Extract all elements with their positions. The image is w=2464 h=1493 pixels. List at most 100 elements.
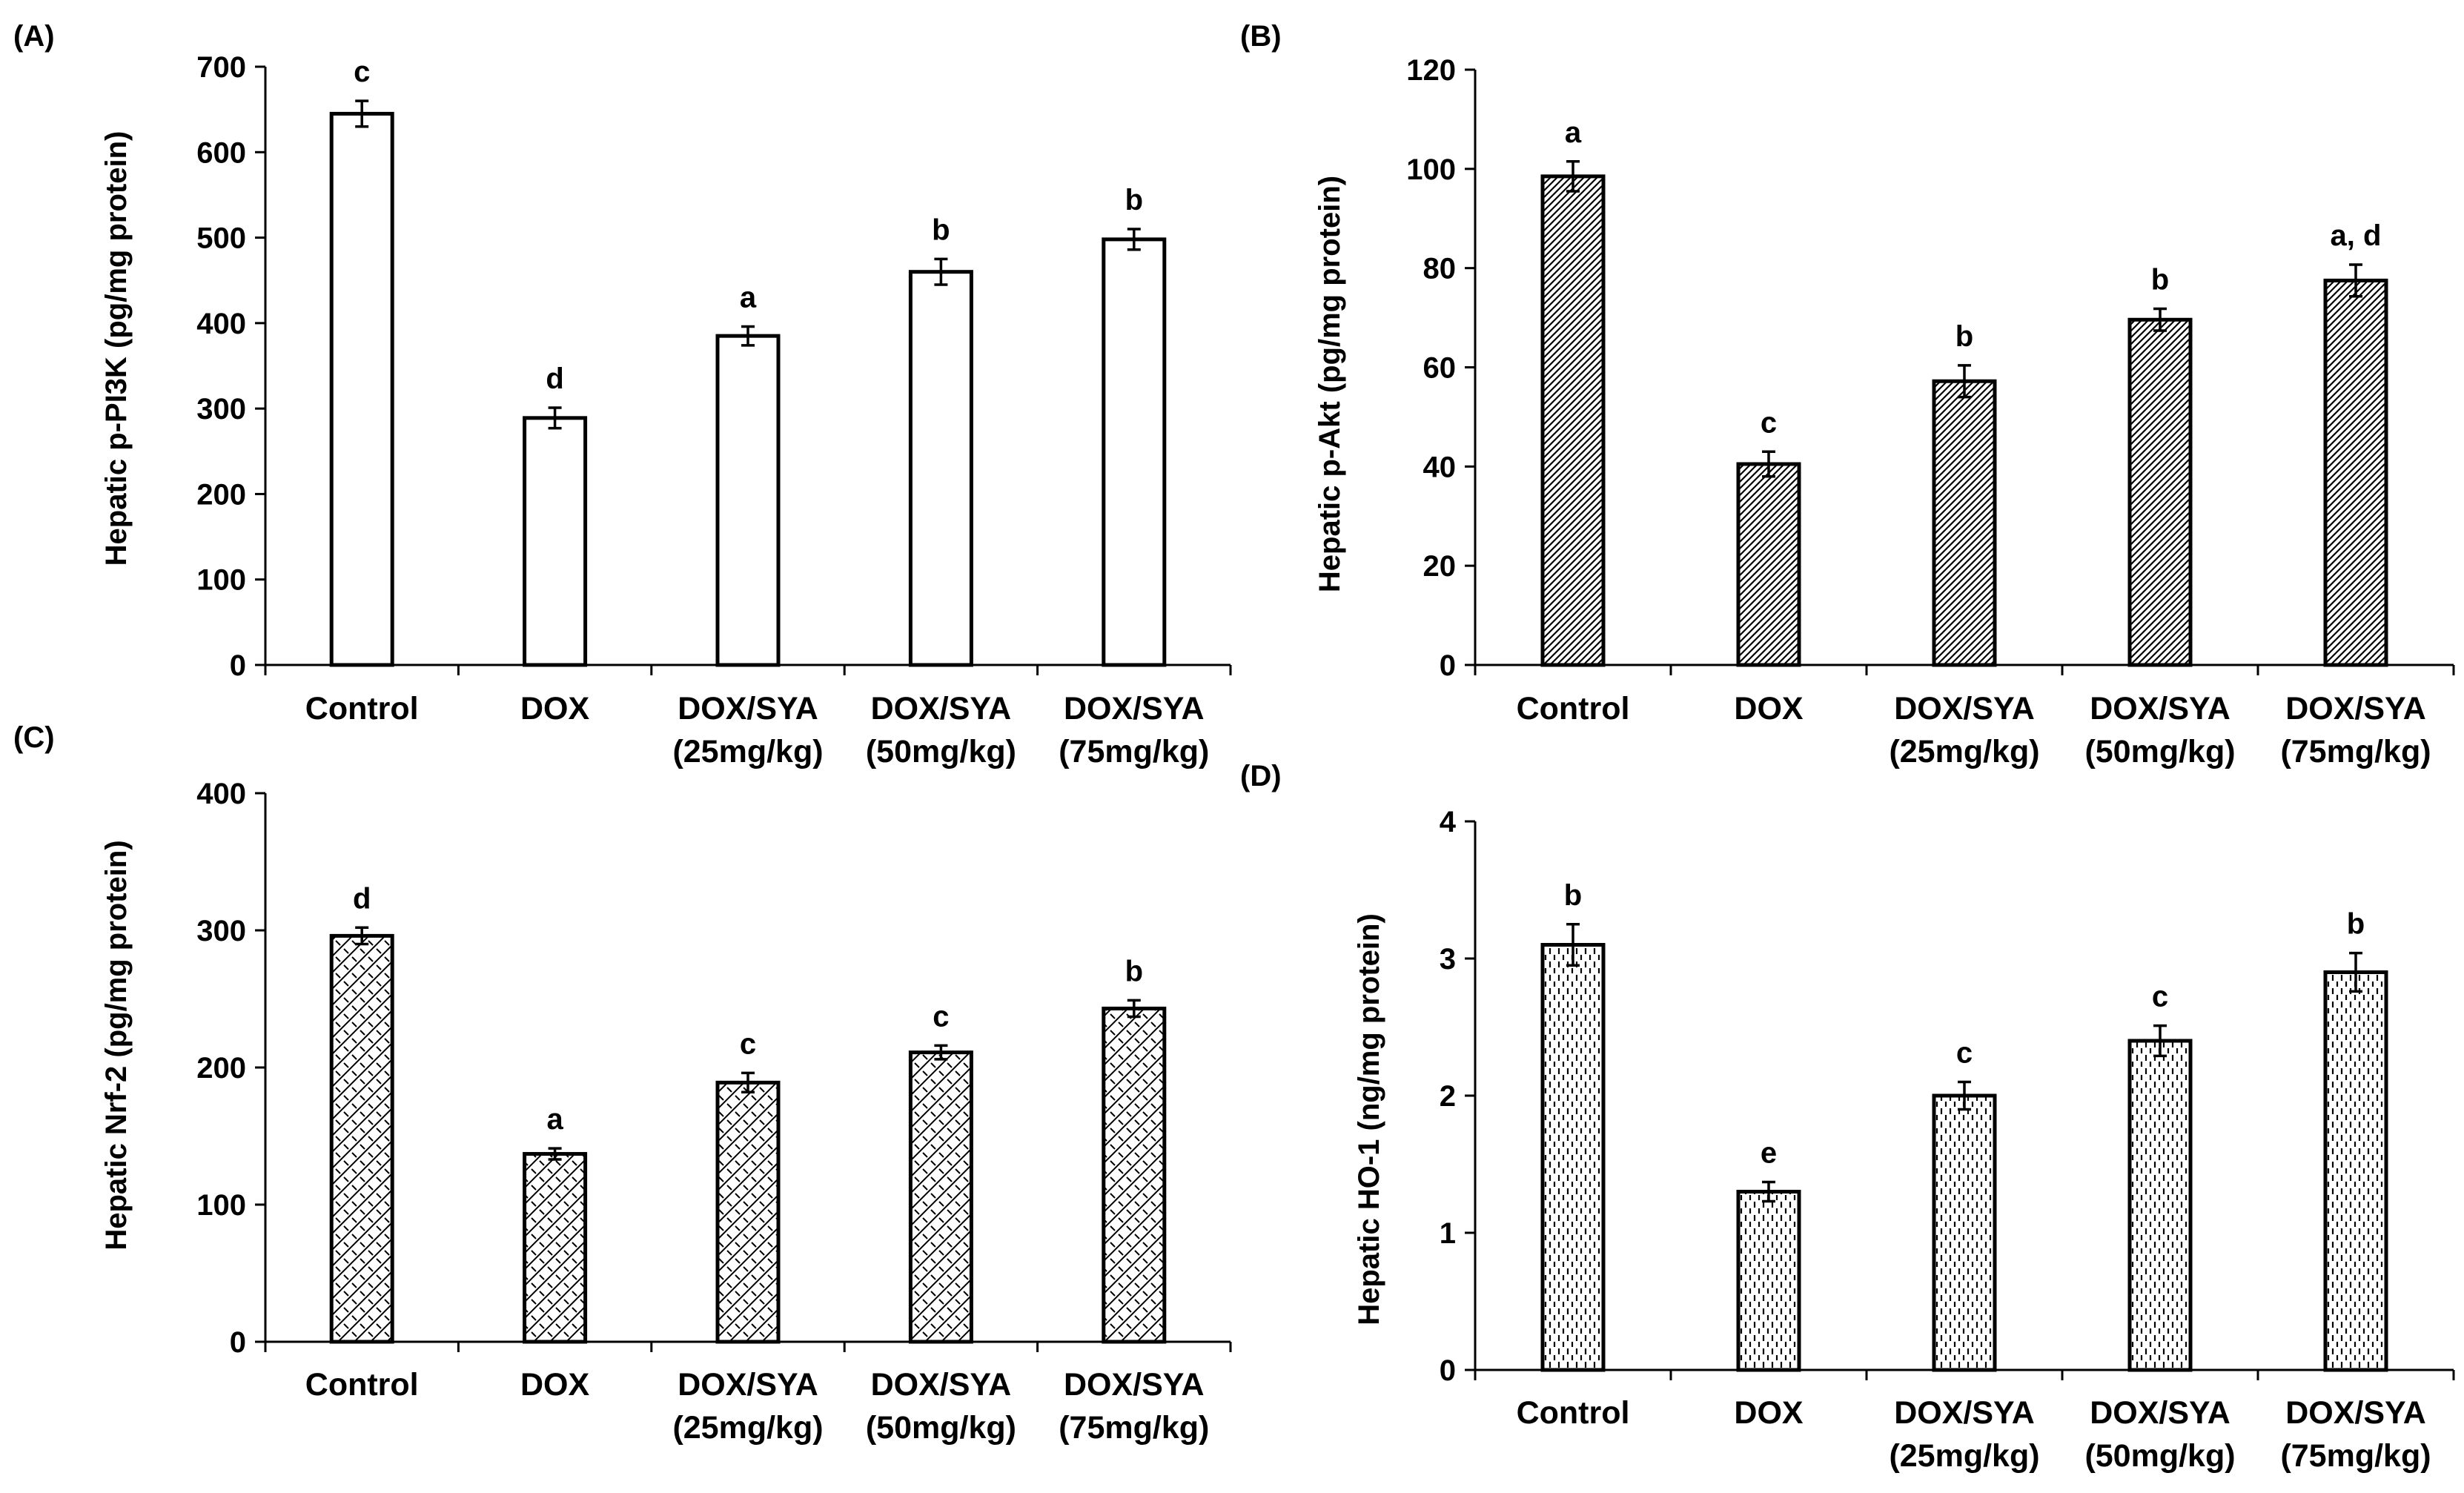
x-tick-label: DOX/SYA [1064,691,1205,726]
bar [1736,1190,1801,1372]
bar [1540,174,1606,667]
x-tick-label: Control [305,691,419,726]
x-tick-label: Control [1517,1395,1630,1431]
y-axis-title: Hepatic Nrf-2 (pg/mg protein) [100,840,133,1250]
x-tick-label: DOX/SYA [2285,1395,2426,1431]
x-tick-label: Control [1517,691,1630,726]
panel-label: (A) [13,20,55,53]
x-tick-label: (25mg/kg) [1889,734,2039,769]
x-tick-label: DOX/SYA [2090,1395,2230,1431]
x-tick-label: (50mg/kg) [2084,1438,2235,1474]
x-tick-label: Control [305,1367,419,1403]
bar [715,1080,781,1344]
significance-letter: c [740,1027,756,1060]
x-tick-label: DOX [520,691,590,726]
bar [2127,1039,2193,1372]
y-tick-label: 0 [230,1326,246,1359]
y-tick-label: 400 [196,778,246,810]
panel-label: (D) [1240,760,1282,792]
x-tick-label: (25mg/kg) [672,734,823,769]
x-tick-label: DOX/SYA [1064,1367,1205,1403]
y-tick-label: 700 [196,51,246,84]
bar [908,270,973,667]
chart-panel-d: (D) Hepatic HO-1 (ng/mg protein) 0 1 2 3 4 b C… [1240,760,2455,1474]
x-tick-label: (75mg/kg) [2280,1438,2431,1474]
significance-letter: b [1955,320,1973,353]
y-tick-label: 0 [1440,1354,1456,1387]
y-tick-label: 100 [196,1189,246,1222]
x-tick-label: (75mg/kg) [2280,734,2431,769]
x-tick-label: DOX/SYA [678,691,818,726]
x-tick-label: (25mg/kg) [672,1410,823,1446]
significance-letter: b [932,213,950,246]
x-tick-label: (50mg/kg) [866,1410,1016,1446]
x-tick-label: (25mg/kg) [1889,1438,2039,1474]
significance-letter: a, d [2331,219,2382,252]
x-tick-label: DOX/SYA [2090,691,2230,726]
significance-letter: b [1564,879,1582,912]
chart-panel-a: (A) Hepatic p-PI3K (pg/mg protein) 0 100 2… [13,20,1232,769]
significance-letter: b [2347,908,2365,941]
y-axis-title: Hepatic HO-1 (ng/mg protein) [1353,913,1385,1325]
bar [908,1050,973,1344]
x-tick-label: (50mg/kg) [866,734,1016,769]
x-tick-label: (75mg/kg) [1059,734,1209,769]
significance-letter: c [1956,1037,1973,1070]
significance-letter: c [354,56,370,88]
bar [715,334,781,667]
panel-label: (C) [13,721,55,754]
x-tick-label: DOX/SYA [678,1367,818,1403]
y-tick-label: 120 [1406,54,1456,87]
bar [1540,943,1606,1372]
x-tick-label: DOX/SYA [1894,1395,2035,1431]
bar [329,933,394,1344]
significance-letter: c [1761,406,1777,439]
x-tick-label: DOX [520,1367,590,1403]
x-tick-label: DOX/SYA [1894,691,2035,726]
significance-letter: b [1125,955,1143,987]
y-axis-title: Hepatic p-PI3K (pg/mg protein) [100,131,133,566]
bar [523,1152,588,1344]
significance-letter: a [740,281,757,314]
x-tick-label: (75mg/kg) [1059,1410,1209,1446]
significance-letter: a [546,1103,563,1136]
y-tick-label: 100 [1406,153,1456,186]
x-tick-label: (50mg/kg) [2084,734,2235,769]
y-tick-label: 0 [1440,649,1456,682]
y-tick-label: 300 [196,393,246,426]
bar [2323,278,2388,667]
significance-letter: c [2152,981,2168,1013]
y-tick-label: 40 [1423,451,1457,483]
y-tick-label: 100 [196,564,246,597]
x-tick-label: DOX/SYA [2285,691,2426,726]
y-tick-label: 20 [1423,550,1457,583]
panel-label: (B) [1240,20,1282,53]
significance-letter: b [2151,264,2169,297]
y-axis-title: Hepatic p-Akt (pg/mg protein) [1314,176,1346,592]
y-tick-label: 200 [196,1052,246,1085]
bar [1932,379,1997,667]
chart-panel-c: (C) Hepatic Nrf-2 (pg/mg protein) 0 100 20… [13,721,1232,1446]
x-tick-label: DOX/SYA [871,1367,1012,1403]
plot-area: 0 20 40 60 80 100 120 a Control c DOX b DOX/SYA (25mg… [1406,54,2455,769]
bar [1736,462,1801,667]
y-tick-label: 3 [1440,943,1456,976]
y-tick-label: 1 [1440,1217,1456,1250]
bar [329,111,394,667]
y-tick-label: 2 [1440,1080,1456,1113]
y-tick-label: 500 [196,222,246,255]
bar [1102,237,1167,667]
significance-letter: a [1565,116,1582,149]
bar [1102,1006,1167,1344]
x-tick-label: DOX [1734,1395,1804,1431]
plot-area: 0 1 2 3 4 b Control e DOX c DOX/SYA (25mg/kg) c DOX/S… [1440,806,2455,1474]
significance-letter: c [933,1000,949,1033]
bar [2323,970,2388,1372]
y-tick-label: 300 [196,915,246,947]
plot-area: 0 100 200 300 400 d Control a DOX c DOX/SYA (25mg/k… [196,778,1232,1446]
chart-panel-b: (B) Hepatic p-Akt (pg/mg protein) 0 20 40 6… [1240,20,2455,769]
y-tick-label: 0 [230,649,246,682]
significance-letter: d [353,882,371,915]
y-tick-label: 4 [1440,806,1457,838]
